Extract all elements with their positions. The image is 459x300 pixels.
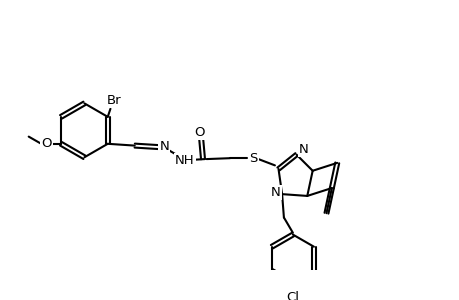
Text: N: N	[270, 186, 280, 199]
Text: O: O	[41, 137, 52, 150]
Text: Cl: Cl	[286, 291, 299, 300]
Text: O: O	[194, 126, 204, 139]
Text: N: N	[298, 143, 308, 156]
Text: Br: Br	[106, 94, 121, 107]
Text: S: S	[249, 152, 257, 165]
Text: NH: NH	[175, 154, 195, 167]
Text: N: N	[159, 140, 169, 153]
